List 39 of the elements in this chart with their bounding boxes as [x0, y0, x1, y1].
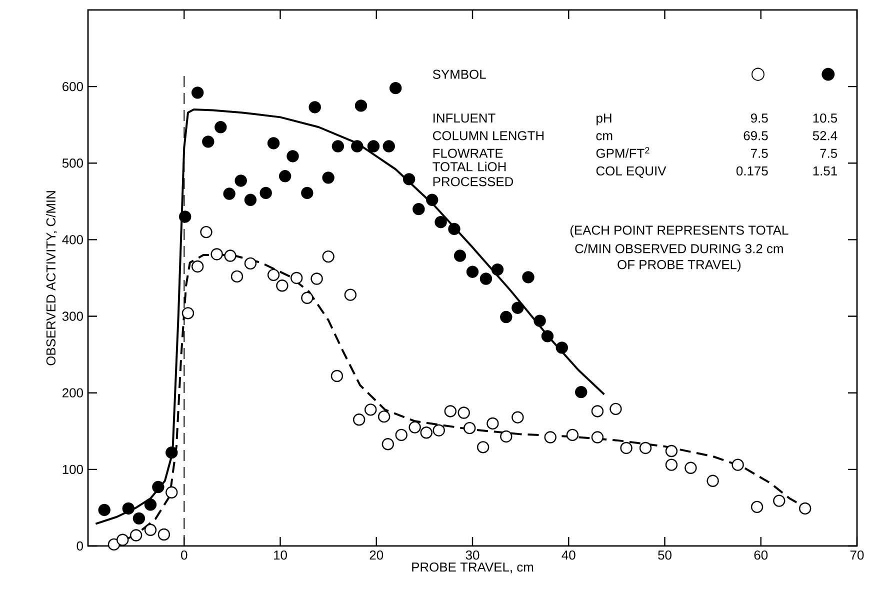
x-tick-label: 0 [181, 550, 188, 560]
x-tick-label: 70 [850, 550, 864, 560]
annotation: 9.5 [750, 113, 768, 123]
annotation: SYMBOL [432, 70, 486, 79]
annotation: 7.5 [751, 148, 768, 158]
annotation: 10.5 [813, 113, 838, 123]
annotation: 69.5 [744, 131, 768, 140]
annotation: FLOWRATE [433, 148, 503, 158]
annotation: (EACH POINT REPRESENTS TOTAL [570, 225, 788, 238]
x-axis-title: PROBE TRAVEL, cm [412, 562, 534, 574]
y-tick-label: 300 [62, 312, 83, 321]
y-tick-label: 100 [62, 464, 83, 474]
x-tick-label: 60 [754, 550, 768, 560]
y-tick-label: 200 [62, 388, 83, 398]
x-tick-label: 30 [466, 550, 480, 560]
annotation: 0.175 [736, 166, 768, 176]
y-tick-label: 500 [62, 158, 83, 168]
x-tick-label: 20 [370, 550, 384, 560]
annotation: cm [596, 133, 612, 140]
annotation: 1.51 [813, 166, 837, 176]
annotation: C/MIN OBSERVED DURING 3.2 cm [575, 244, 783, 254]
annotation: COL EQUIV [596, 166, 666, 178]
annotation: GPM/FT$^{2}$ [596, 147, 650, 158]
y-tick-label: 400 [62, 235, 83, 244]
x-tick-label: 50 [658, 550, 672, 560]
annotation: 7.5 [820, 148, 838, 158]
annotation: INFLUENT [434, 114, 496, 123]
y-axis-title: OBSERVED ACTIVITY, C/MIN [46, 191, 58, 366]
y-tick-label: 600 [62, 82, 83, 92]
x-tick-label: 40 [562, 550, 576, 560]
y-tick-label: 0 [76, 541, 83, 551]
annotation: ○ [752, 68, 764, 81]
annotation: 52.4 [812, 131, 838, 140]
x-tick-label: 10 [274, 550, 287, 560]
annotation: ● [822, 68, 835, 81]
annotation: pH [596, 114, 612, 126]
annotation: TOTAL LiOH PROCESSED [432, 162, 514, 186]
annotation: OF PROBE TRAVEL) [618, 260, 741, 272]
annotation: COLUMN LENGTH [432, 131, 544, 140]
